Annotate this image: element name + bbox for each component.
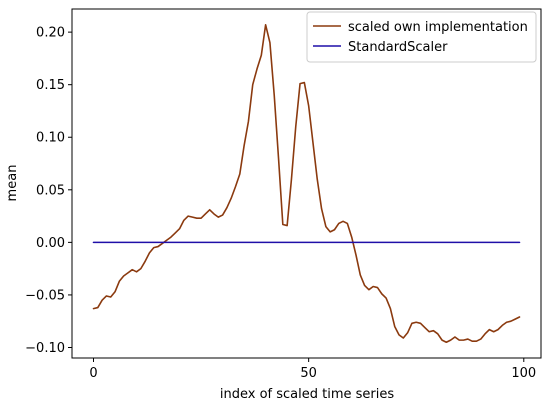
y-tick-label: 0.15 <box>36 78 65 93</box>
x-tick-label: 100 <box>511 366 536 381</box>
y-axis: −0.10 −0.05 0.00 0.05 0.10 0.15 0.20 <box>25 26 72 356</box>
series-layer <box>92 23 521 344</box>
y-tick-label: −0.05 <box>25 288 65 303</box>
x-axis: 0 50 100 <box>89 358 536 381</box>
x-axis-label: index of scaled time series <box>220 387 394 402</box>
y-tick-label: −0.10 <box>25 341 65 356</box>
legend-label: scaled own implementation <box>348 20 528 35</box>
legend-label: StandardScaler <box>348 40 448 55</box>
legend: scaled own implementation StandardScaler <box>306 11 537 63</box>
series-line-1 <box>92 23 521 344</box>
y-tick-label: 0.20 <box>36 26 65 41</box>
x-tick-label: 50 <box>300 366 317 381</box>
legend-box <box>306 11 537 63</box>
y-tick-label: 0.05 <box>36 183 65 198</box>
plot-frame <box>71 8 542 359</box>
plot-area <box>71 8 542 359</box>
y-tick-label: 0.00 <box>36 236 65 251</box>
y-tick-label: 0.10 <box>36 131 65 146</box>
x-tick-label: 0 <box>89 366 97 381</box>
y-axis-label: mean <box>5 165 20 202</box>
